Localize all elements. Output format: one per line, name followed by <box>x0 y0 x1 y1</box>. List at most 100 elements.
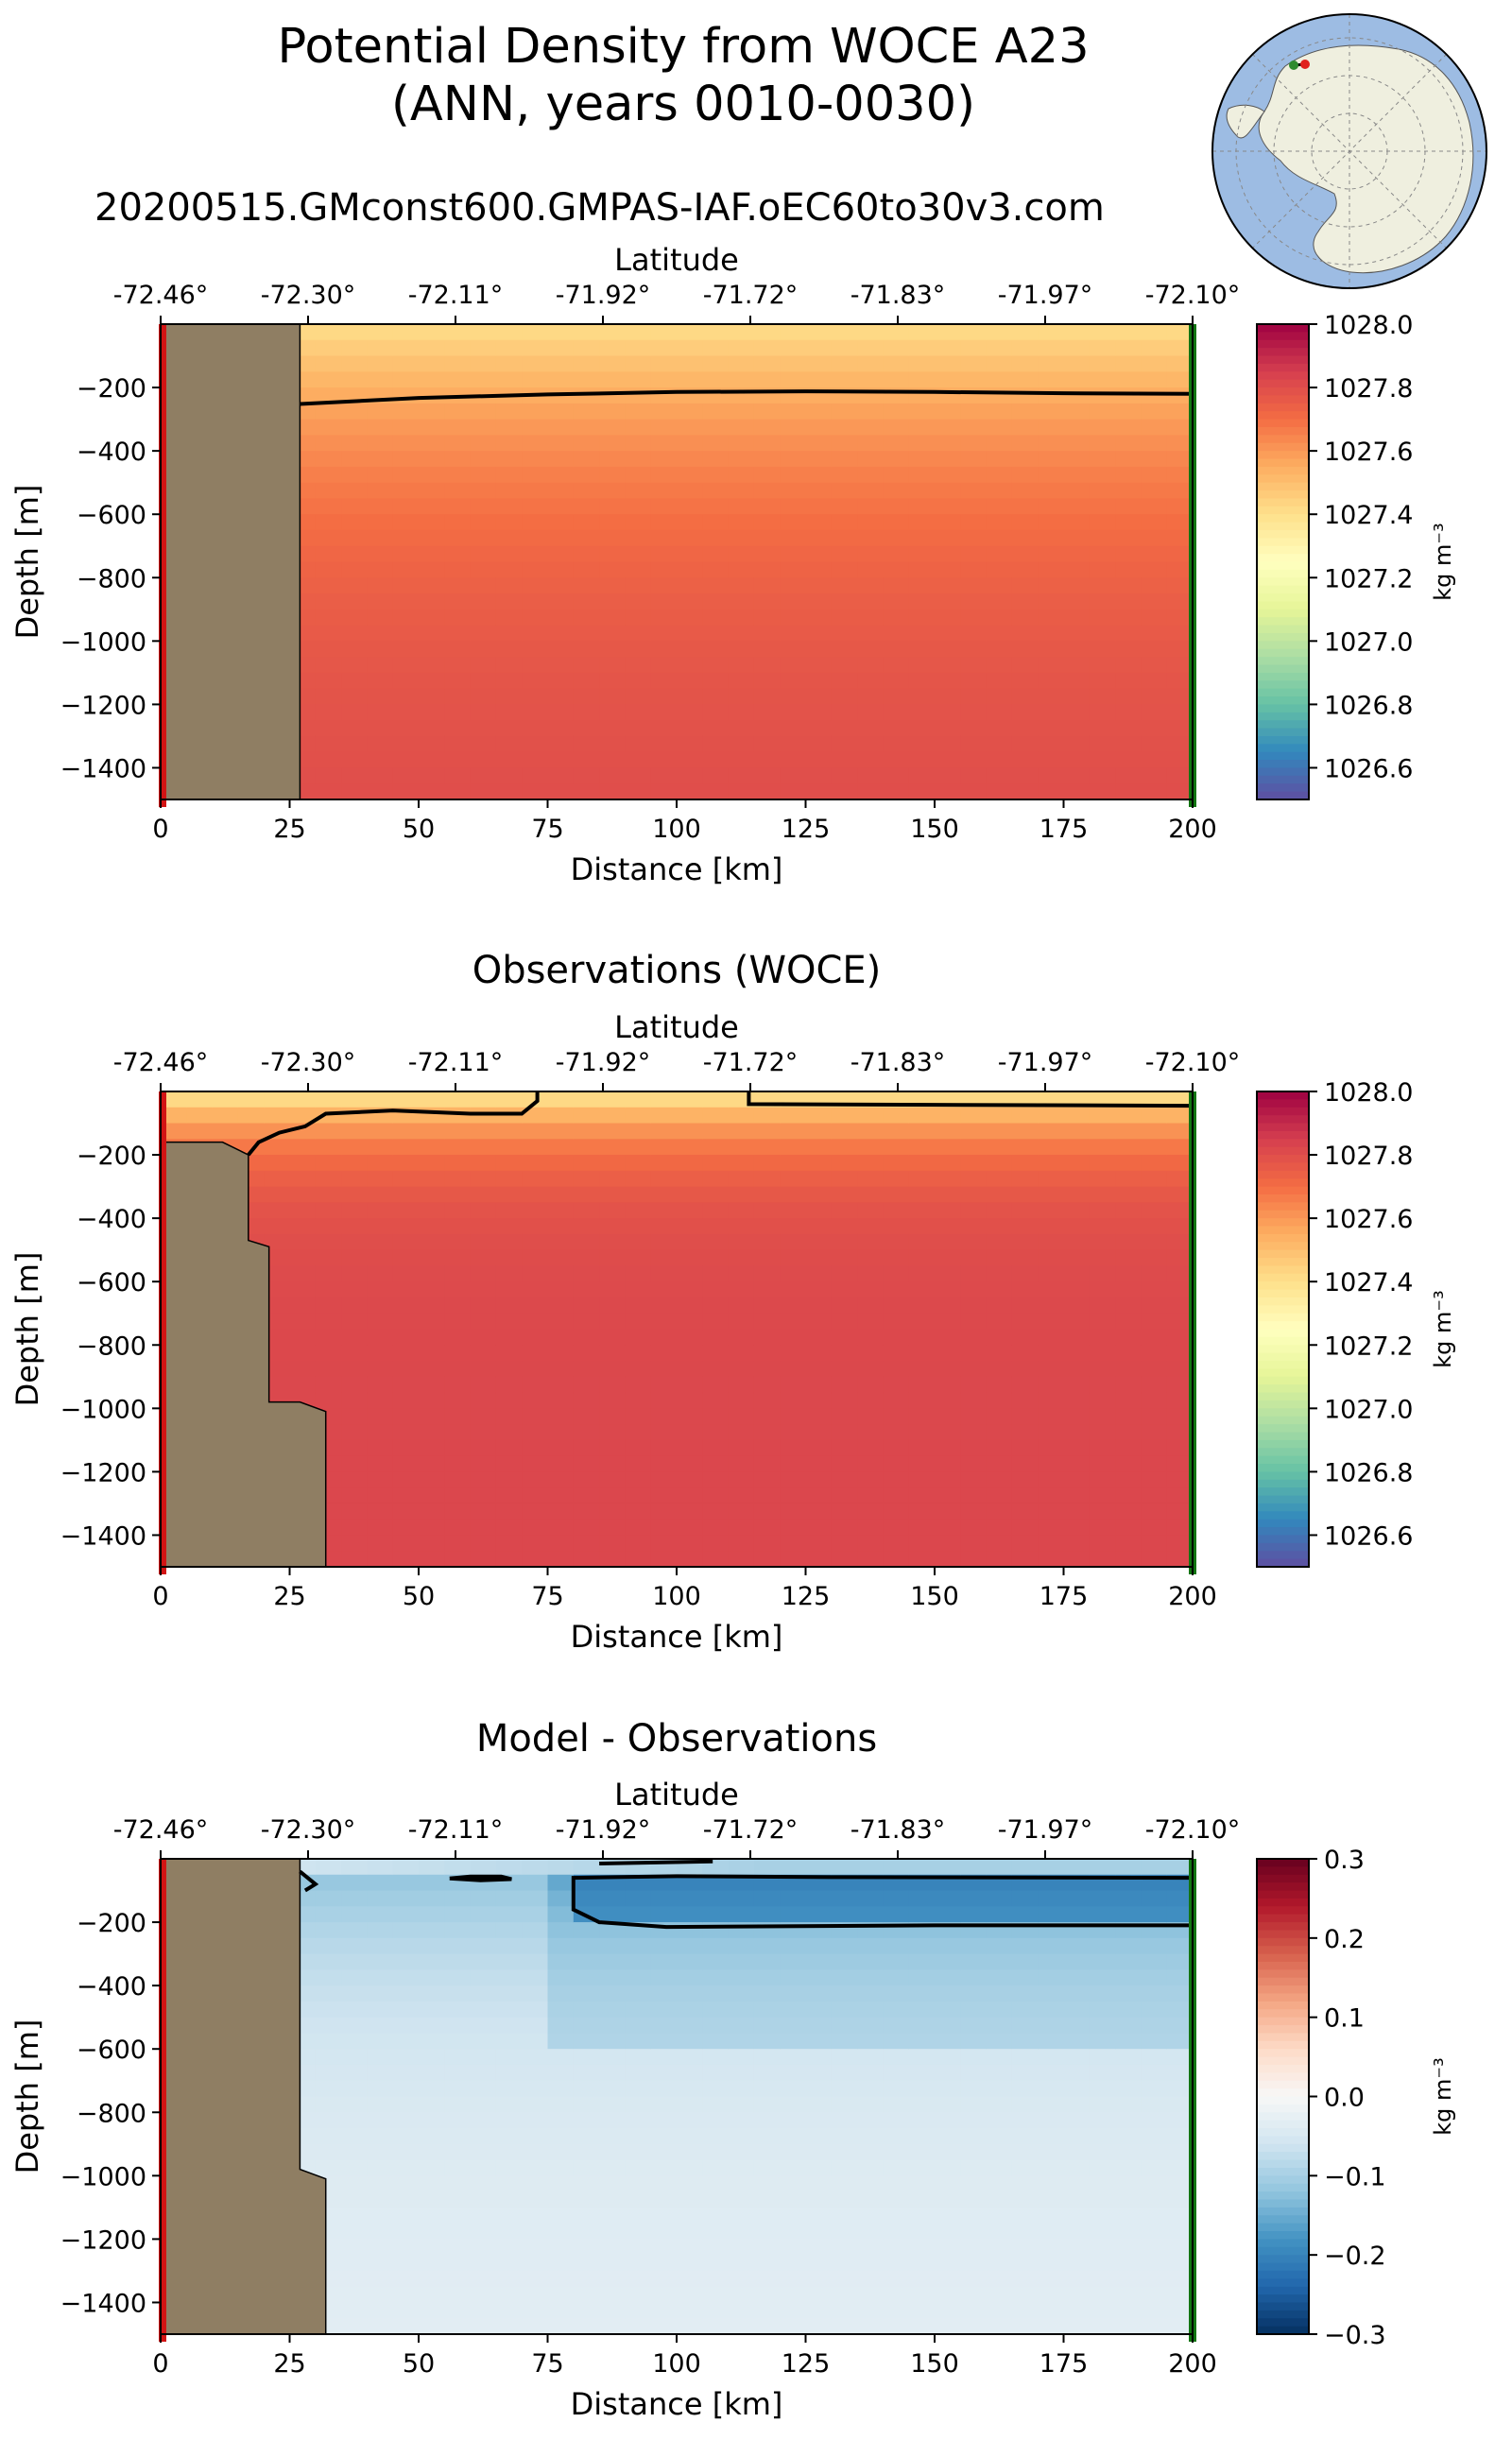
field-cell <box>599 1218 626 1235</box>
field-cell <box>341 2159 368 2176</box>
field-cell <box>1166 1503 1194 1521</box>
field-cell <box>805 2175 833 2192</box>
field-cell <box>1089 1519 1116 1537</box>
field-cell <box>315 641 342 658</box>
field-cell <box>753 2033 781 2050</box>
field-cell <box>599 783 626 800</box>
field-cell <box>470 355 497 372</box>
field-cell <box>831 324 858 341</box>
field-cell <box>522 2223 549 2240</box>
field-cell <box>702 1969 730 1986</box>
field-cell <box>315 783 342 800</box>
field-cell <box>522 1139 549 1156</box>
field-cell <box>573 1361 600 1378</box>
field-cell <box>857 466 884 484</box>
colorbar-swatch <box>1257 1558 1309 1568</box>
field-cell <box>444 545 472 563</box>
field-cell <box>573 482 600 500</box>
field-cell <box>522 1297 549 1314</box>
field-cell <box>960 339 988 357</box>
field-cell <box>341 371 368 388</box>
field-cell <box>1089 2207 1116 2225</box>
field-cell <box>1089 1890 1116 1907</box>
colorbar-swatch <box>1257 1890 1309 1899</box>
field-cell <box>1141 324 1168 341</box>
field-cell <box>341 1471 368 1488</box>
field-cell <box>419 435 445 452</box>
field-cell <box>753 2080 781 2098</box>
field-cell <box>650 609 678 627</box>
colorbar-swatch <box>1257 1479 1309 1488</box>
x-tick-label: 75 <box>531 1582 563 1611</box>
colorbar-tick-label: 0.3 <box>1324 1846 1365 1875</box>
field-cell <box>780 403 807 421</box>
field-cell <box>857 1345 884 1362</box>
field-cell <box>805 2286 833 2304</box>
field-cell <box>960 1186 988 1203</box>
field-cell <box>625 2223 652 2240</box>
field-cell <box>444 1503 472 1521</box>
field-cell <box>625 2112 652 2129</box>
field-cell <box>883 545 910 563</box>
field-cell <box>650 324 678 341</box>
field-cell <box>1038 2112 1065 2129</box>
colorbar-swatch <box>1257 387 1309 397</box>
field-cell <box>677 2128 703 2145</box>
field-cell <box>1166 609 1194 627</box>
field-cell <box>444 2239 472 2256</box>
colorbar-swatch <box>1257 403 1309 412</box>
y-tick-label: −200 <box>77 1909 146 1938</box>
field-cell <box>857 1969 884 1986</box>
field-cell <box>805 1408 833 1425</box>
field-cell <box>1115 1202 1142 1219</box>
field-cell <box>677 767 703 784</box>
colorbar-swatch <box>1257 435 1309 444</box>
field-cell <box>315 2159 342 2176</box>
field-cell <box>908 419 936 436</box>
field-cell <box>1063 371 1091 388</box>
field-cell <box>805 2302 833 2319</box>
field-cell <box>805 672 833 690</box>
field-cell <box>1141 2033 1168 2050</box>
lat-tick-label: -71.97° <box>998 1815 1093 1845</box>
field-cell <box>753 1439 781 1457</box>
field-cell <box>367 2017 394 2035</box>
field-cell <box>935 2223 961 2240</box>
field-cell <box>625 1249 652 1267</box>
field-cell <box>625 1519 652 1537</box>
field-cell <box>419 419 445 436</box>
field-cell <box>547 1874 575 1892</box>
field-cell <box>1011 371 1039 388</box>
field-cell <box>392 1329 420 1346</box>
field-cell <box>805 1487 833 1504</box>
field-cell <box>960 1439 988 1457</box>
field-cell <box>805 529 833 547</box>
field-cell <box>1141 1202 1168 1219</box>
field-cell <box>1011 1155 1039 1172</box>
field-cell <box>341 2080 368 2098</box>
field-cell <box>625 2239 652 2256</box>
field-cell <box>1089 625 1116 642</box>
field-cell <box>805 720 833 737</box>
field-cell <box>264 1313 291 1331</box>
field-cell <box>728 1123 755 1140</box>
field-cell <box>935 2270 961 2288</box>
field-cell <box>392 2175 420 2192</box>
field-cell <box>650 767 678 784</box>
field-cell <box>1166 751 1194 769</box>
field-cell <box>650 1091 678 1108</box>
field-cell <box>986 498 1013 515</box>
field-cell <box>780 1408 807 1425</box>
field-cell <box>728 2223 755 2240</box>
field-cell <box>677 1202 703 1219</box>
field-cell <box>1166 466 1194 484</box>
field-cell <box>392 2191 420 2208</box>
field-cell <box>753 1859 781 1876</box>
field-cell <box>728 2143 755 2161</box>
field-cell <box>1141 1186 1168 1203</box>
field-cell <box>857 1906 884 1923</box>
field-cell <box>367 1233 394 1251</box>
field-cell <box>341 1937 368 1955</box>
field-cell <box>392 2112 420 2129</box>
field-cell <box>702 1091 730 1108</box>
